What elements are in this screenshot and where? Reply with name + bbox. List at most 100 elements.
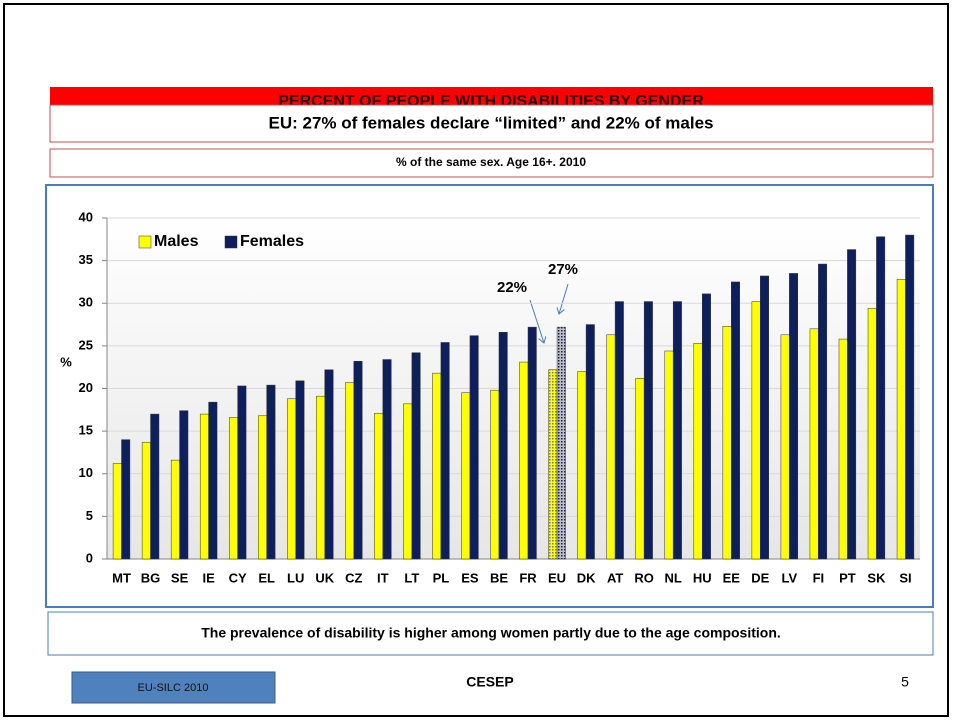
bar <box>556 326 566 560</box>
bar <box>170 459 180 560</box>
bar <box>266 384 276 560</box>
bar <box>876 236 886 560</box>
bar <box>498 331 508 560</box>
bar <box>141 441 151 560</box>
bar <box>287 398 296 560</box>
x-tick-label: PL <box>433 570 450 585</box>
footer-center: CESEP <box>466 674 513 690</box>
bar <box>722 326 732 560</box>
legend-swatch <box>138 235 152 249</box>
bar <box>809 328 819 560</box>
bar <box>672 301 682 560</box>
x-tick-label: LV <box>782 570 798 585</box>
bar <box>780 334 790 560</box>
y-tick-label: 0 <box>86 550 93 565</box>
x-tick-label: PT <box>839 570 856 585</box>
bar <box>324 369 334 560</box>
bar <box>382 359 392 560</box>
x-tick-label: HU <box>693 570 712 585</box>
bar <box>353 360 363 560</box>
annotation-arrow <box>529 299 544 343</box>
bar <box>258 415 267 560</box>
bar <box>519 361 529 560</box>
legend-label: Females <box>240 233 304 250</box>
bar <box>469 335 479 560</box>
bar <box>208 401 218 560</box>
y-tick-label: 15 <box>79 423 93 438</box>
bar <box>818 263 828 560</box>
x-tick-label: MT <box>112 570 131 585</box>
page-number: 5 <box>901 674 909 690</box>
footnote: The prevalence of disability is higher a… <box>201 625 781 641</box>
bar <box>585 324 595 560</box>
x-tick-label: CY <box>229 570 247 585</box>
x-tick-label: CZ <box>345 570 362 585</box>
bar <box>403 403 413 560</box>
x-tick-label: FR <box>519 570 537 585</box>
x-tick-label: DK <box>577 570 596 585</box>
bar <box>606 334 616 560</box>
bar <box>345 382 355 560</box>
y-tick-label: 10 <box>79 465 93 480</box>
bar <box>867 308 877 560</box>
bar <box>179 410 189 560</box>
x-tick-label: SK <box>867 570 886 585</box>
bar <box>440 342 450 560</box>
y-tick-label: 40 <box>79 209 93 224</box>
bar <box>847 249 857 560</box>
bar <box>693 343 703 560</box>
bar <box>548 369 558 560</box>
x-tick-label: FI <box>813 570 825 585</box>
plot: 0 5 10 15 20 25 30 35 40 MT BG SE IE CY EL LU UK CZ IT LT PL… <box>79 209 920 585</box>
annotation: 27% <box>548 261 578 278</box>
subtitle-box <box>49 104 934 143</box>
bar <box>461 392 471 560</box>
bar <box>228 417 238 560</box>
bar <box>112 463 122 560</box>
bar <box>701 293 711 560</box>
y-tick-label: 25 <box>79 337 93 352</box>
x-tick-label: IT <box>377 570 389 585</box>
source: EU-SILC 2010 <box>138 682 209 694</box>
x-tick-label: EL <box>258 570 275 585</box>
x-tick-label: LT <box>404 570 419 585</box>
bar <box>614 301 624 560</box>
x-tick-label: LU <box>287 570 304 585</box>
bar <box>490 389 500 560</box>
x-tick-label: BE <box>490 570 508 585</box>
note-box <box>49 148 934 178</box>
y-tick-label: 20 <box>79 380 93 395</box>
bar <box>751 301 761 560</box>
y-tick-label: 35 <box>79 252 93 267</box>
bar <box>896 279 906 560</box>
bar <box>237 385 247 560</box>
slide-border <box>3 3 949 717</box>
x-tick-label: IE <box>202 570 215 585</box>
x-tick-label: SI <box>899 570 911 585</box>
bar <box>150 413 160 560</box>
x-tick-label: NL <box>665 570 682 585</box>
bar <box>731 281 740 560</box>
annotation: 22% <box>497 279 527 296</box>
bar <box>374 412 384 560</box>
x-tick-label: RO <box>634 570 654 585</box>
bar <box>664 350 674 560</box>
y-tick-label: 30 <box>79 295 93 310</box>
x-tick-label: ES <box>461 570 479 585</box>
bar <box>121 439 131 560</box>
bar <box>411 352 421 560</box>
bar <box>432 372 442 560</box>
bar <box>643 301 653 560</box>
bar <box>905 234 915 560</box>
x-tick-label: AT <box>607 570 623 585</box>
y-axis-label: % <box>60 354 72 369</box>
legend-swatch <box>224 235 238 249</box>
bar <box>760 275 769 560</box>
x-tick-label: UK <box>315 570 334 585</box>
note: % of the same sex. Age 16+. 2010 <box>396 155 586 169</box>
x-tick-label: DE <box>751 570 769 585</box>
bar <box>316 395 326 560</box>
x-tick-label: EU <box>548 570 566 585</box>
